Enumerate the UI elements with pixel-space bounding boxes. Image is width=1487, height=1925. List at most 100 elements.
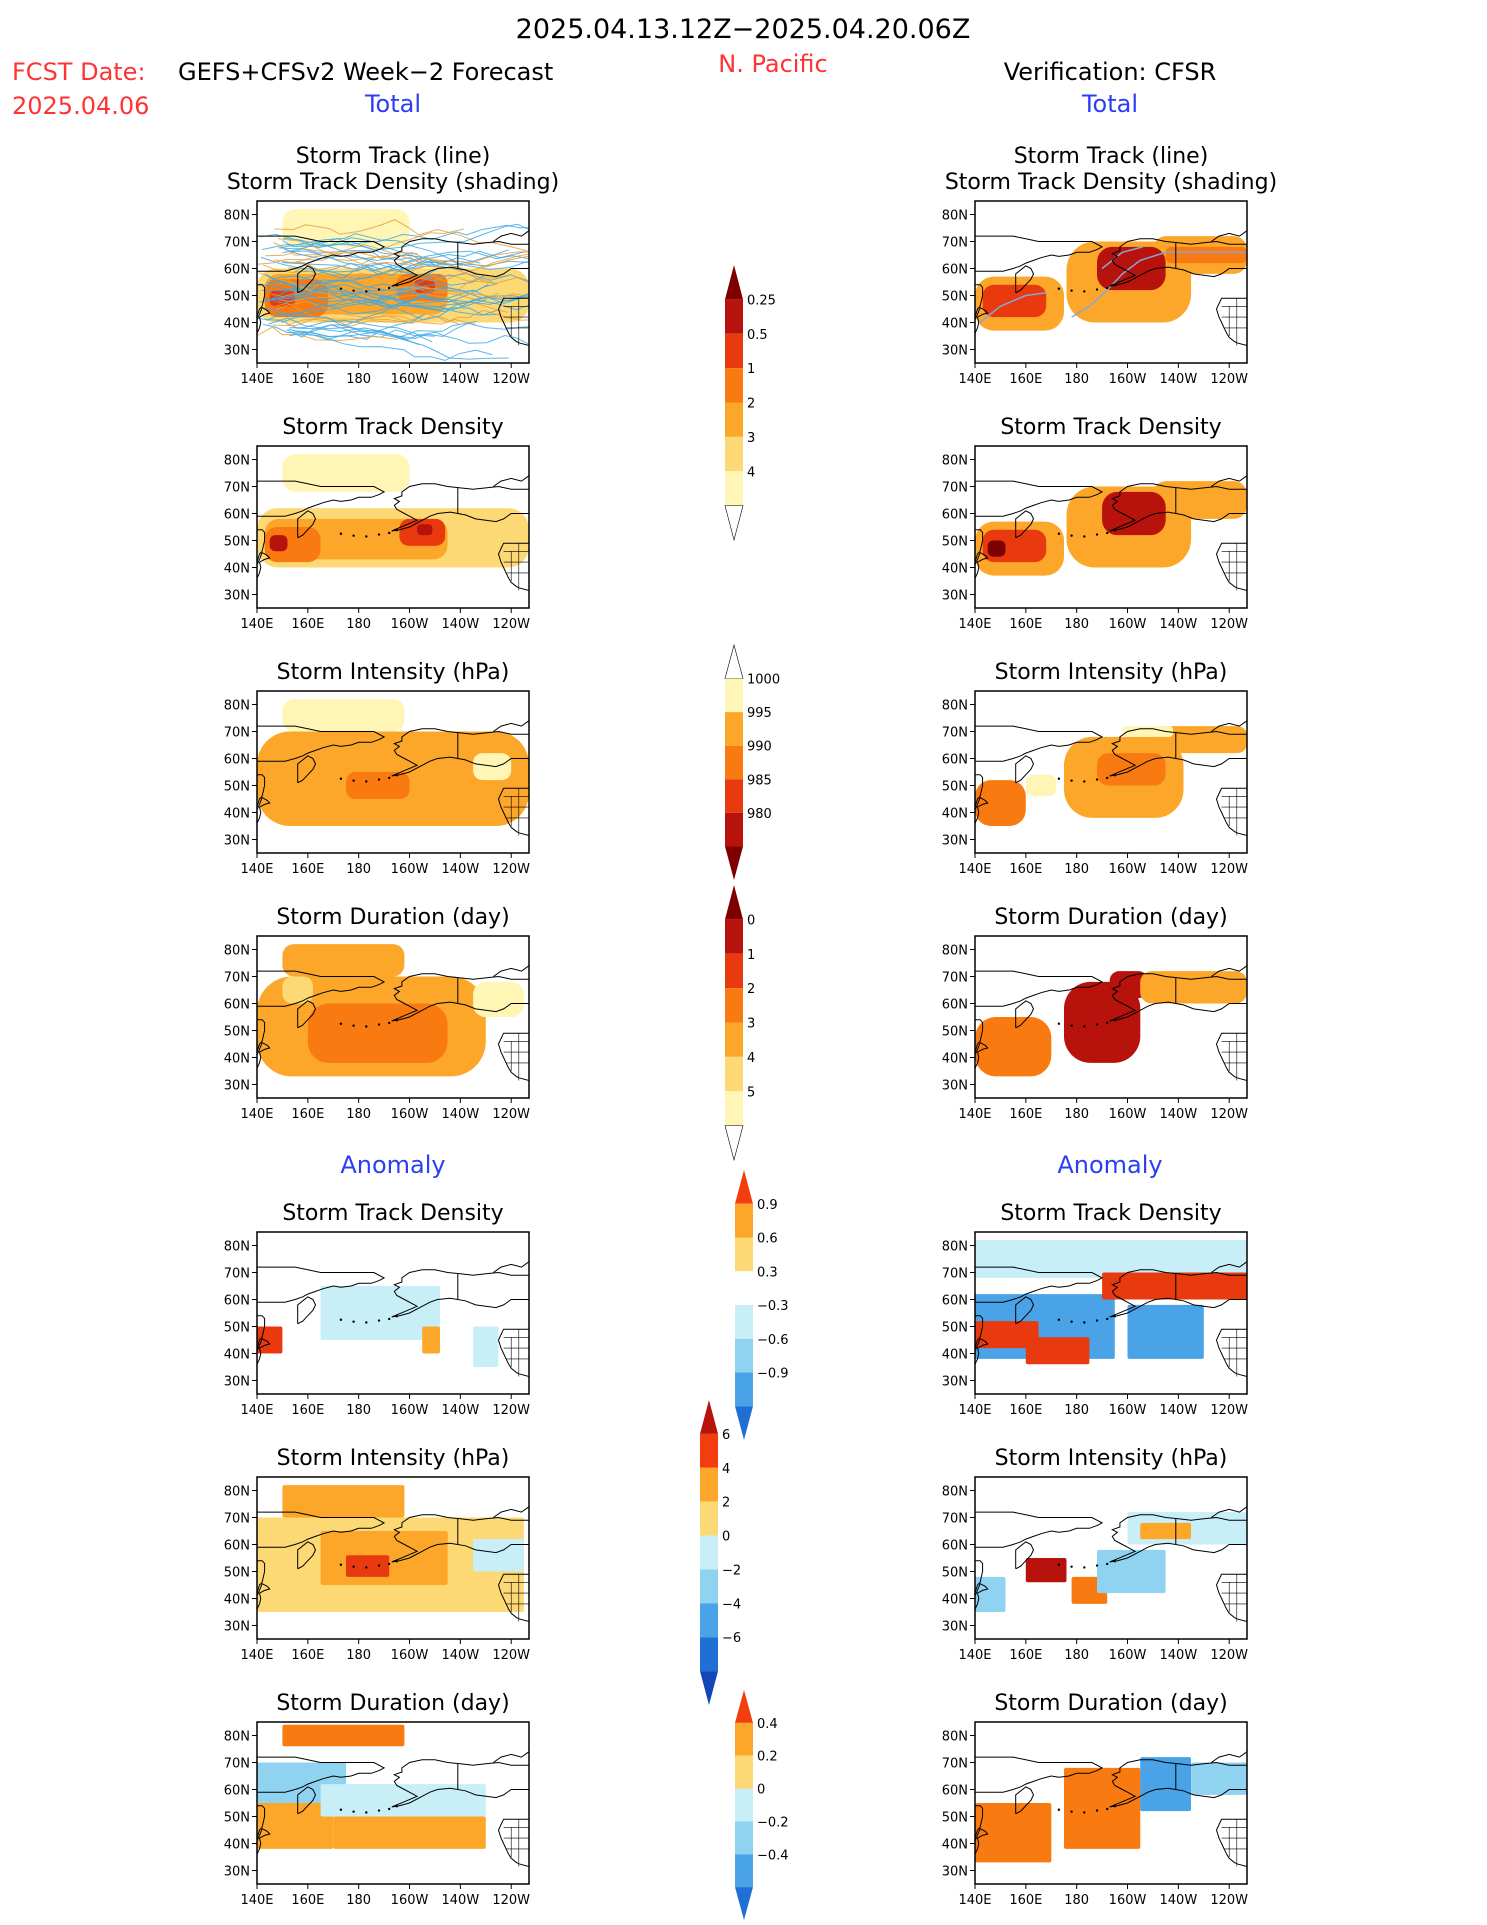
lon-tick-label: 180 <box>346 1403 371 1418</box>
panel-title: Storm Intensity (hPa) <box>995 1446 1228 1471</box>
colorbar-density-anom: 0.9 0.6 0.3 −0.3 −0.6 −0.9 <box>735 1170 789 1440</box>
storm-track-line <box>269 275 408 303</box>
storm-track-line <box>265 273 433 305</box>
panel-title: Storm Track Density <box>282 1201 503 1226</box>
lon-tick-label: 140W <box>442 372 480 387</box>
lon-tick-label: 140W <box>1160 1893 1198 1908</box>
storm-track-line <box>293 253 529 291</box>
coastline <box>975 970 1104 1053</box>
lon-tick-label: 160E <box>291 1403 324 1418</box>
panel-frame <box>974 1231 1248 1395</box>
lon-tick-label: 180 <box>1064 1893 1089 1908</box>
lon-tick-label: 120W <box>492 1893 530 1908</box>
lat-tick-label: 80N <box>942 944 968 959</box>
density-cell <box>1140 1522 1191 1540</box>
storm-track-line <box>274 219 529 253</box>
lon-tick-label: 140E <box>958 372 991 387</box>
lon-tick-label: 140W <box>442 1403 480 1418</box>
coastline <box>297 510 317 539</box>
coastline <box>1109 483 1247 532</box>
density-cell <box>1122 726 1174 737</box>
section-total-right: Total <box>1081 90 1138 118</box>
colorbar-label: −0.4 <box>757 1848 789 1863</box>
map-panel: Storm Duration (day) 140E 160E 180 160W 140W 1… <box>942 1691 1248 1908</box>
coastline <box>1211 965 1247 977</box>
storm-track-line <box>259 286 498 316</box>
coastline <box>493 1261 529 1273</box>
colorbar-label: 0 <box>747 913 755 928</box>
density-cell <box>473 1539 524 1572</box>
map-panel: Storm Track (line)Storm Track Density (s… <box>224 144 559 387</box>
lon-tick-label: 120W <box>492 1648 530 1663</box>
lon-tick-label: 120W <box>1210 1648 1248 1663</box>
lon-tick-label: 160W <box>391 617 429 632</box>
colorbar-label: 4 <box>747 465 755 480</box>
lat-tick-label: 60N <box>224 263 250 278</box>
colorbar-label: 0.9 <box>757 1198 778 1213</box>
lat-tick-label: 50N <box>224 1321 250 1336</box>
coastline <box>257 1756 386 1839</box>
lon-tick-label: 180 <box>346 372 371 387</box>
region-label: N. Pacific <box>718 50 828 78</box>
colorbar-label: 0 <box>722 1530 730 1545</box>
lon-tick-label: 140W <box>1160 372 1198 387</box>
lon-tick-label: 180 <box>346 1893 371 1908</box>
colorbar-label: 1 <box>747 948 755 963</box>
map-panel: Storm Duration (day) 140E 160E 180 160W 140W 1… <box>224 905 530 1122</box>
lat-tick-label: 40N <box>942 317 968 332</box>
coastline <box>1109 728 1247 777</box>
density-cell <box>975 780 1026 826</box>
lat-tick-label: 30N <box>942 1079 968 1094</box>
colorbar-label: −2 <box>722 1563 741 1578</box>
lon-tick-label: 160W <box>1109 617 1147 632</box>
storm-track-line <box>292 251 529 268</box>
lon-tick-label: 180 <box>346 1648 371 1663</box>
lon-tick-label: 140W <box>1160 862 1198 877</box>
panel-frame <box>256 1476 530 1640</box>
lon-tick-label: 160E <box>291 1648 324 1663</box>
coastline <box>493 1751 529 1763</box>
coastline <box>497 1328 529 1377</box>
section-total-left: Total <box>364 90 421 118</box>
lat-tick-label: 60N <box>942 1784 968 1799</box>
coastline <box>1211 1506 1247 1518</box>
coastline <box>497 787 529 836</box>
density-cell <box>1025 1337 1090 1365</box>
lat-tick-label: 30N <box>224 344 250 359</box>
coastline <box>1211 230 1247 242</box>
map-panels: Storm Track (line)Storm Track Density (s… <box>224 144 1277 1908</box>
coastline <box>975 480 1104 563</box>
section-anomaly-left: Anomaly <box>340 1151 445 1179</box>
density-cell <box>1109 971 1148 999</box>
storm-track-line <box>292 279 481 299</box>
section-anomaly-right: Anomaly <box>1057 1151 1162 1179</box>
lon-tick-label: 140W <box>1160 1648 1198 1663</box>
density-cell <box>282 1724 405 1747</box>
lon-tick-label: 180 <box>1064 1107 1089 1122</box>
map-panel: Storm Intensity (hPa) 140E 160E 180 160W 140W… <box>942 660 1248 877</box>
coastline <box>975 1511 1104 1594</box>
lon-tick-label: 160E <box>291 862 324 877</box>
density-cell <box>282 1485 405 1518</box>
storm-track-line <box>257 326 398 341</box>
panel-title: Storm Track (line) <box>1014 144 1209 169</box>
panel-frame <box>256 1231 530 1395</box>
lat-tick-label: 60N <box>224 998 250 1013</box>
colorbar-label: 3 <box>747 1017 755 1032</box>
colorbar-label: 2 <box>747 397 755 412</box>
panel-frame <box>256 690 530 854</box>
lat-tick-label: 30N <box>224 1620 250 1635</box>
lat-tick-label: 80N <box>224 209 250 224</box>
coastline <box>1211 720 1247 732</box>
storm-track-line <box>979 292 1047 324</box>
lon-tick-label: 180 <box>1064 1648 1089 1663</box>
lat-tick-label: 50N <box>224 535 250 550</box>
lat-tick-label: 40N <box>224 1348 250 1363</box>
density-cell <box>975 1240 1247 1278</box>
colorbar-label: −6 <box>722 1631 741 1646</box>
lat-tick-label: 80N <box>224 454 250 469</box>
coastline <box>297 1786 317 1815</box>
storm-track-line <box>275 300 412 324</box>
lat-tick-label: 50N <box>942 780 968 795</box>
density-cell <box>333 1816 486 1849</box>
